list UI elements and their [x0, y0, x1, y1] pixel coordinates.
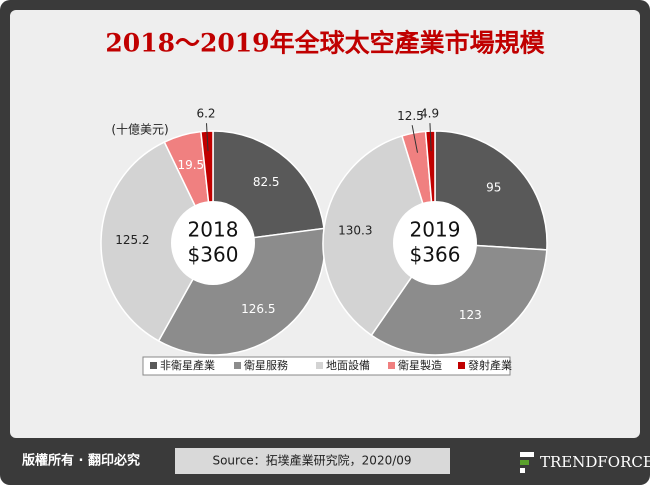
legend-swatch [316, 362, 323, 369]
legend-label: 非衛星產業 [160, 358, 215, 372]
value-label: 4.9 [420, 107, 439, 121]
legend-label: 衛星服務 [244, 358, 288, 372]
chart-title: 2018～2019年全球太空產業市場規模 [105, 29, 545, 58]
donut-hole [171, 201, 255, 285]
pie-slice [322, 135, 436, 337]
value-label: 126.5 [241, 302, 275, 316]
logo: TRENDFORCE [520, 452, 650, 473]
value-label: 95 [486, 180, 501, 194]
logo-bar [520, 452, 534, 457]
legend-label: 地面設備 [326, 358, 370, 372]
value-label: 123 [459, 308, 482, 322]
center-label: 2018 [188, 218, 239, 242]
brand: TRENDFORCE [540, 453, 650, 471]
center-label: $360 [188, 243, 239, 267]
value-label: 19.5 [177, 158, 204, 172]
unit-label: (十億美元) [111, 123, 168, 137]
value-label: 130.3 [338, 223, 372, 237]
legend-swatch [388, 362, 395, 369]
legend-swatch [458, 362, 465, 369]
center-label: $366 [410, 243, 461, 267]
pie-slice [100, 141, 214, 342]
value-label: 12.5 [397, 109, 424, 123]
leader-line [206, 123, 209, 152]
value-label: 6.2 [196, 107, 215, 121]
leader-line [411, 125, 418, 153]
legend-swatch [150, 362, 157, 369]
logo-bar [520, 460, 529, 465]
value-label: 125.2 [115, 233, 149, 247]
center-label: 2019 [410, 218, 461, 242]
legend-box [142, 356, 511, 376]
value-label: 82.5 [253, 175, 280, 189]
legend-label: 衛星製造 [398, 358, 442, 372]
source-box [175, 448, 450, 474]
donut-hole [393, 201, 477, 285]
source: Source：拓墣產業研究院，2020/09 [212, 453, 411, 468]
copyright: 版權所有 · 翻印必究 [22, 453, 140, 469]
leader-line [429, 123, 432, 152]
legend-label: 發射產業 [468, 358, 512, 372]
legend-swatch [234, 362, 241, 369]
legend: 非衛星產業 衛星服務 地面設備 衛星製造 發射產業 [142, 356, 512, 376]
logo-bar [520, 468, 525, 473]
pie-slice [370, 242, 548, 356]
